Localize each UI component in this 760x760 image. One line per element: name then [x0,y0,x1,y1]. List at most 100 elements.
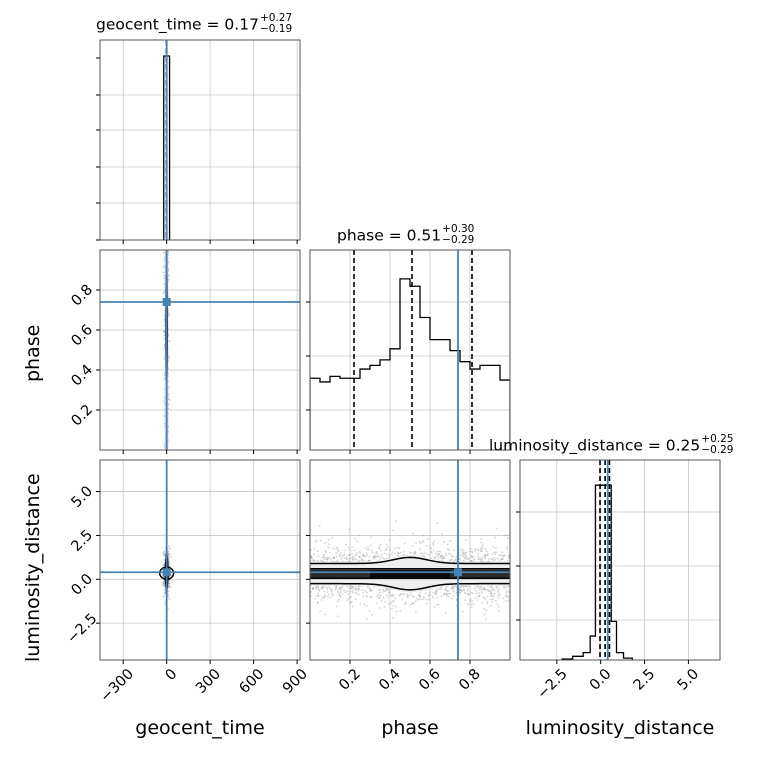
sample-point [483,588,486,591]
sample-point [425,544,428,547]
sample-point [470,560,473,562]
sample-point [458,588,461,591]
sample-point [470,603,473,606]
sample-point [319,539,322,542]
sample-point [372,555,375,558]
sample-point [329,596,332,599]
sample-point [463,555,465,558]
sample-point [407,596,409,599]
sample-point [343,552,346,555]
sample-point [481,547,484,550]
sample-point [361,589,364,592]
panel-geocent-time-vs-luminosity-distance-truth-marker [162,568,171,577]
sample-point [496,557,499,560]
sample-point [508,555,510,558]
sample-point [501,557,504,560]
sample-point [168,584,171,587]
sample-point [478,592,481,594]
sample-point [498,609,500,612]
sample-point [474,587,476,590]
sample-point [489,586,492,589]
sample-point [355,554,358,557]
sample-point [336,560,339,563]
sample-point [460,554,462,557]
sample-point [317,559,319,562]
title-geocent-time-upper: +0.27 [259,12,293,24]
sample-point [472,602,474,605]
sample-point [315,595,318,597]
sample-point [367,559,370,562]
sample-point [471,550,473,553]
sample-point [162,400,165,403]
sample-point [417,594,420,596]
title-luminosity-distance-upper: +0.25 [701,433,734,445]
sample-point [370,595,373,598]
sample-point [317,602,319,604]
sample-point [350,586,353,589]
sample-point [324,595,326,598]
sample-point [366,595,369,598]
sample-point [436,596,438,599]
sample-point [462,586,465,588]
sample-point [507,585,510,588]
sample-point [169,586,172,588]
sample-point [432,596,435,599]
sample-point [354,537,357,540]
sample-point [349,585,352,588]
sample-point [464,551,467,554]
sample-point [486,595,489,598]
sample-point [419,591,422,594]
sample-point [440,587,443,590]
sample-point [324,550,327,552]
sample-point [337,549,340,552]
sample-point [448,549,450,552]
sample-point [495,551,497,554]
sample-point [354,586,357,589]
sample-point [364,590,367,592]
sample-point [391,617,394,619]
sample-point [403,542,406,545]
sample-point [455,589,458,591]
ylabel-phase: phase [22,324,44,382]
sample-point [167,595,170,598]
sample-point [507,595,510,598]
sample-point [492,587,494,590]
sample-point [429,591,432,594]
sample-point [167,554,170,557]
sample-point [380,556,383,558]
panel-geocent-time-vs-luminosity-distance-xtick-label-3: 600 [237,666,268,697]
sample-point [497,588,499,591]
sample-point [426,598,428,601]
sample-point [395,520,397,523]
sample-point [348,590,350,593]
sample-point [428,593,430,596]
sample-point [494,546,497,549]
sample-point [330,589,333,592]
sample-point [404,601,407,604]
sample-point [470,556,473,559]
sample-point [326,558,329,561]
sample-point [317,586,320,589]
sample-point [393,548,396,551]
sample-point [417,598,419,601]
sample-point [348,528,351,530]
sample-point [337,615,340,618]
sample-point [414,600,417,603]
sample-point [487,590,490,593]
sample-point [312,586,315,589]
sample-point [477,549,480,551]
sample-point [364,555,367,558]
sample-point [421,598,423,601]
sample-point [378,544,381,547]
sample-point [347,546,350,549]
sample-point [388,603,391,606]
sample-point [452,587,455,590]
sample-point [380,543,382,546]
sample-point [311,587,314,590]
sample-point [432,542,434,544]
sample-point [480,586,483,589]
sample-point [359,556,362,559]
sample-point [507,556,510,559]
sample-point [467,593,470,596]
sample-point [487,585,490,587]
